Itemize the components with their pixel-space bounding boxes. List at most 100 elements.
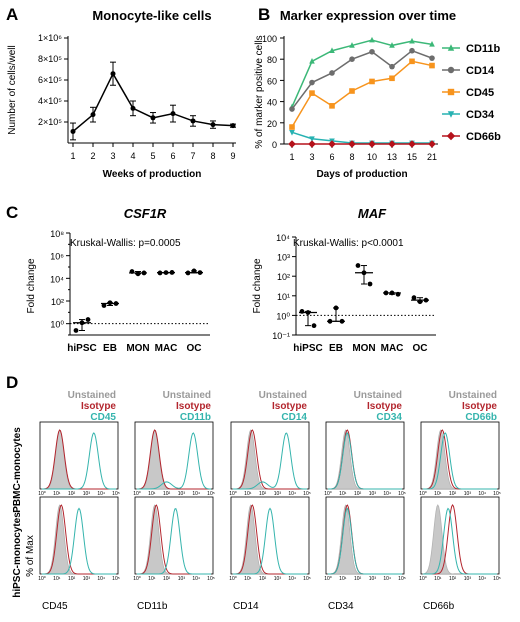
panel-c-maf-title: MAF bbox=[358, 206, 387, 221]
data-point-cd34 bbox=[289, 130, 295, 136]
legend-unstained: Unstained bbox=[354, 390, 402, 401]
data-point bbox=[417, 299, 423, 305]
x-tick-label: 8 bbox=[349, 152, 354, 162]
x-tick-label: 21 bbox=[427, 152, 437, 162]
x-tick-label: 3 bbox=[110, 151, 115, 161]
flow-x-tick-label: 10⁵ bbox=[398, 576, 406, 582]
data-point bbox=[361, 270, 367, 276]
flow-x-tick-label: 10⁵ bbox=[303, 491, 311, 497]
flow-x-tick-label: 10⁵ bbox=[207, 491, 215, 497]
data-point bbox=[150, 115, 156, 121]
y-tick-label: 10⁸ bbox=[50, 229, 64, 239]
panel-b-label: B bbox=[258, 5, 270, 24]
data-point bbox=[90, 112, 96, 118]
panel-c-maf-plot: 10⁻¹ 10⁰ 10¹ 10² 10³ 10⁴ hiPSC EB MON MAC OC bbox=[272, 233, 436, 354]
y-tick-label: 20 bbox=[267, 119, 277, 129]
panel-b-title: Marker expression over time bbox=[280, 8, 456, 23]
flow-x-tick-label: 10⁴ bbox=[192, 576, 200, 582]
legend-marker-cd66b: CD66b bbox=[465, 412, 497, 423]
panel-d-row2-label: hiPSC-monocytes bbox=[12, 512, 23, 598]
y-tick-label: 10² bbox=[277, 272, 290, 282]
x-tick-label: 1 bbox=[70, 151, 75, 161]
flow-x-tick-label: 10¹ bbox=[339, 491, 347, 497]
x-axis-label-cd34: CD34 bbox=[328, 601, 354, 612]
histogram-stained bbox=[137, 508, 211, 575]
data-point-cd14 bbox=[329, 70, 335, 76]
data-point bbox=[395, 291, 401, 297]
data-point bbox=[135, 271, 141, 277]
x-tick-label: 4 bbox=[130, 151, 135, 161]
flow-x-tick-label: 10³ bbox=[83, 491, 91, 497]
series-line-cd45 bbox=[291, 60, 433, 128]
series-line-cd11b bbox=[291, 39, 433, 108]
flow-x-tick-label: 10⁰ bbox=[38, 576, 46, 582]
data-point-cd11b bbox=[369, 36, 375, 43]
histogram-stained bbox=[327, 432, 402, 490]
data-point bbox=[190, 118, 196, 124]
legend-label-cd66b: CD66b bbox=[466, 131, 501, 143]
y-tick-label: 4×10⁵ bbox=[38, 96, 62, 106]
flow-x-tick-label: 10² bbox=[68, 576, 76, 582]
y-tick-label: 10⁰ bbox=[276, 311, 290, 321]
data-point bbox=[355, 263, 361, 268]
histogram-stained bbox=[233, 432, 308, 490]
flow-x-tick-label: 10³ bbox=[464, 576, 472, 582]
flow-x-tick-label: 10³ bbox=[178, 576, 186, 582]
category-label: MON bbox=[352, 343, 375, 354]
panel-a-y-label: Number of cells/well bbox=[7, 45, 18, 134]
flow-x-tick-label: 10⁵ bbox=[493, 491, 501, 497]
flow-x-tick-label: 10⁴ bbox=[97, 576, 105, 582]
y-tick-label: 10² bbox=[51, 297, 64, 307]
flow-x-tick-label: 10⁵ bbox=[112, 576, 120, 582]
flow-x-tick-label: 10⁰ bbox=[229, 491, 237, 497]
data-point-cd14 bbox=[429, 55, 435, 61]
x-tick-label: 15 bbox=[407, 152, 417, 162]
panel-c-label: C bbox=[6, 203, 18, 222]
flow-x-tick-label: 10⁰ bbox=[324, 576, 332, 582]
y-tick-label: 10³ bbox=[277, 253, 290, 263]
flow-x-tick-label: 10⁴ bbox=[478, 576, 486, 582]
y-tick-label: 1×10⁶ bbox=[38, 33, 62, 43]
legend-marker-cd14: CD14 bbox=[281, 412, 307, 423]
legend-marker-cd34: CD34 bbox=[376, 412, 402, 423]
flow-x-tick-label: 10⁴ bbox=[288, 576, 296, 582]
data-point-cd14 bbox=[289, 106, 295, 112]
data-point-cd45 bbox=[329, 103, 335, 109]
x-axis-label-cd14: CD14 bbox=[233, 601, 259, 612]
panel-c-csf1r-annotation: Kruskal-Wallis: p=0.0005 bbox=[70, 238, 181, 249]
panel-a: A Monocyte-like cells Number of cells/we… bbox=[6, 5, 236, 180]
data-point-cd66b bbox=[388, 140, 396, 148]
legend-label-cd45: CD45 bbox=[466, 87, 494, 99]
data-point-cd45 bbox=[389, 75, 395, 82]
panel-a-label: A bbox=[6, 5, 18, 24]
data-point bbox=[383, 290, 389, 296]
y-tick-label: 6×10⁵ bbox=[38, 75, 62, 85]
flow-x-tick-label: 10³ bbox=[464, 491, 472, 497]
data-point bbox=[73, 328, 79, 333]
flow-x-tick-label: 10¹ bbox=[244, 576, 252, 582]
legend-marker-cd34 bbox=[447, 111, 455, 118]
data-point-cd11b bbox=[349, 42, 355, 48]
flow-x-tick-label: 10¹ bbox=[53, 576, 61, 582]
data-point-cd11b bbox=[329, 47, 335, 54]
x-axis-label-cd11b: CD11b bbox=[137, 601, 168, 612]
flow-x-tick-label: 10² bbox=[259, 491, 267, 497]
flow-x-tick-label: 10² bbox=[68, 491, 76, 497]
data-point bbox=[79, 320, 85, 326]
y-tick-label: 0 bbox=[272, 140, 277, 150]
category-label: hiPSC bbox=[67, 343, 96, 354]
data-point-cd11b bbox=[409, 37, 415, 44]
data-point bbox=[191, 268, 197, 274]
y-tick-label: 40 bbox=[267, 98, 277, 108]
category-label: MON bbox=[126, 343, 149, 354]
panel-c-csf1r-y-label: Fold change bbox=[26, 258, 37, 313]
series-line-cd14 bbox=[291, 49, 433, 110]
panel-a-ticks: 2×10⁵ 4×10⁵ 6×10⁵ 8×10⁵ 1×10⁶ 1 2 3 4 5 6 7 8 9 bbox=[38, 33, 236, 161]
flow-x-tick-label: 10³ bbox=[274, 491, 282, 497]
panel-c-csf1r-plot: 10⁰ 10² 10⁴ 10⁶ 10⁸ hiPSC EB MON MAC OC bbox=[50, 229, 210, 354]
data-point-cd11b bbox=[309, 58, 315, 64]
x-tick-label: 5 bbox=[150, 151, 155, 161]
legend-unstained: Unstained bbox=[163, 390, 211, 401]
data-point bbox=[101, 303, 107, 308]
legend-isotype: Isotype bbox=[176, 401, 211, 412]
